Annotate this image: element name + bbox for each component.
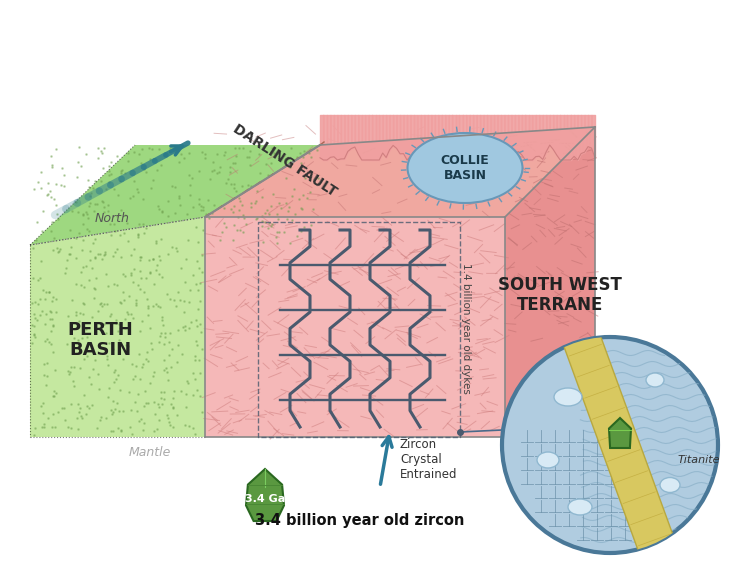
Polygon shape: [505, 127, 595, 437]
Text: Mantle: Mantle: [129, 446, 171, 460]
Text: Titanite: Titanite: [678, 455, 721, 465]
Text: Zircon
Crystal
Entrained: Zircon Crystal Entrained: [400, 438, 458, 482]
Circle shape: [502, 337, 718, 553]
Ellipse shape: [554, 388, 582, 406]
Polygon shape: [205, 217, 505, 437]
Ellipse shape: [537, 452, 559, 468]
Text: 3.4 billion year old zircon: 3.4 billion year old zircon: [256, 512, 464, 528]
Polygon shape: [562, 327, 679, 563]
Text: COLLIE
BASIN: COLLIE BASIN: [440, 154, 489, 182]
Polygon shape: [30, 217, 205, 437]
Polygon shape: [205, 127, 595, 217]
Ellipse shape: [407, 133, 523, 203]
Text: PERTH
BASIN: PERTH BASIN: [67, 320, 133, 360]
Text: North: North: [95, 212, 130, 225]
Ellipse shape: [568, 499, 592, 515]
Text: DARLING FAULT: DARLING FAULT: [231, 122, 339, 199]
Text: 1.4 billion year old dykes: 1.4 billion year old dykes: [461, 262, 471, 394]
Polygon shape: [246, 469, 284, 521]
Ellipse shape: [660, 478, 680, 492]
Ellipse shape: [646, 373, 664, 387]
Text: 3.4 Ga: 3.4 Ga: [245, 494, 285, 504]
Polygon shape: [609, 418, 631, 448]
Text: SOUTH WEST
TERRANE: SOUTH WEST TERRANE: [498, 275, 622, 315]
Polygon shape: [30, 145, 320, 245]
